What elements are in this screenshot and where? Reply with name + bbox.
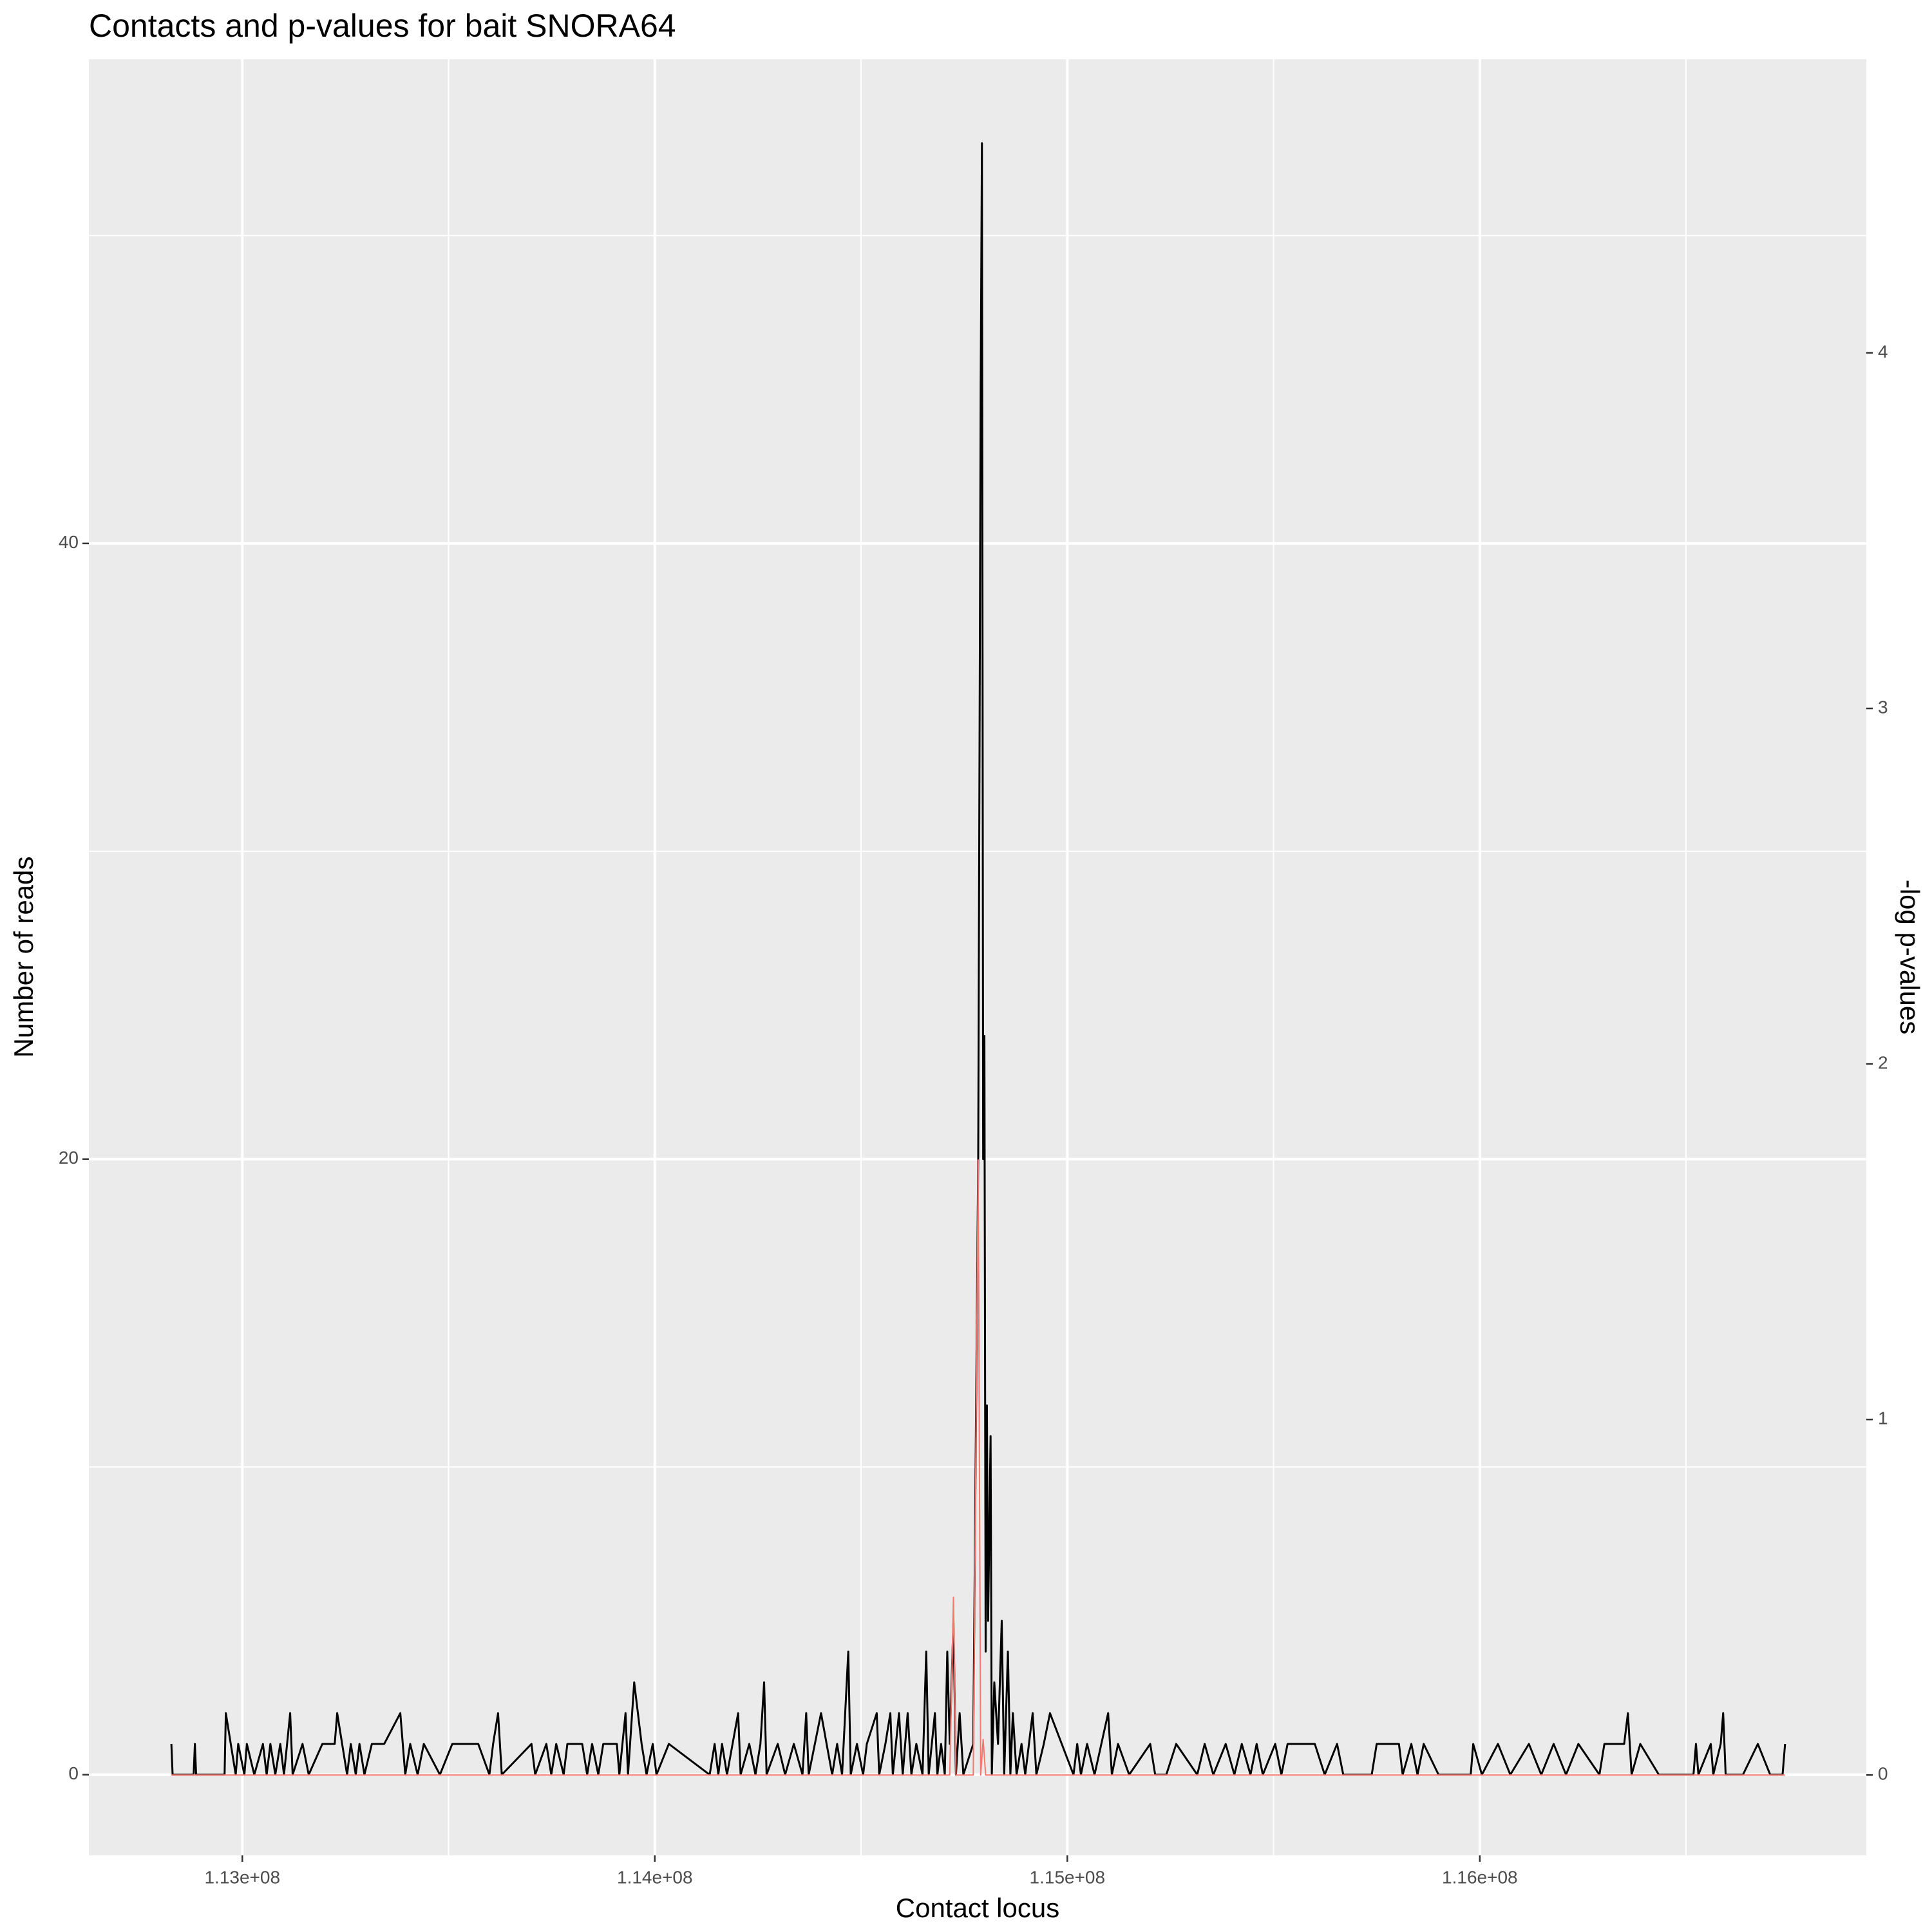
y-tick-label: 20 [59,1148,79,1168]
series-line [171,1159,1785,1776]
x-tick-label: 1.13e+08 [204,1867,280,1887]
y-tick-label: 0 [68,1763,79,1783]
y-tick-label: 40 [59,532,79,552]
x-tick-label: 1.14e+08 [617,1867,693,1887]
y2-tick-label: 2 [1878,1053,1888,1073]
x-tick-label: 1.15e+08 [1030,1867,1106,1887]
y2-tick-label: 1 [1878,1408,1888,1428]
x-axis-title: Contact locus [896,1893,1059,1923]
y2-tick-label: 4 [1878,341,1888,361]
y2-tick-label: 3 [1878,697,1888,717]
series-line [170,142,1786,1776]
lines [170,142,1786,1776]
panel-background [89,59,1866,1855]
y2-axis-title: -log p-values [1895,880,1925,1034]
chart-title: Contacts and p-values for bait SNORA64 [89,8,676,44]
x-tick-label: 1.16e+08 [1442,1867,1518,1887]
axes: 1.13e+08 1.14e+08 1.15e+08 1.16e+08 0 20 40 0 1 2… [59,341,1888,1887]
y2-tick-label: 0 [1878,1764,1888,1784]
y-axis-title: Number of reads [8,857,39,1058]
